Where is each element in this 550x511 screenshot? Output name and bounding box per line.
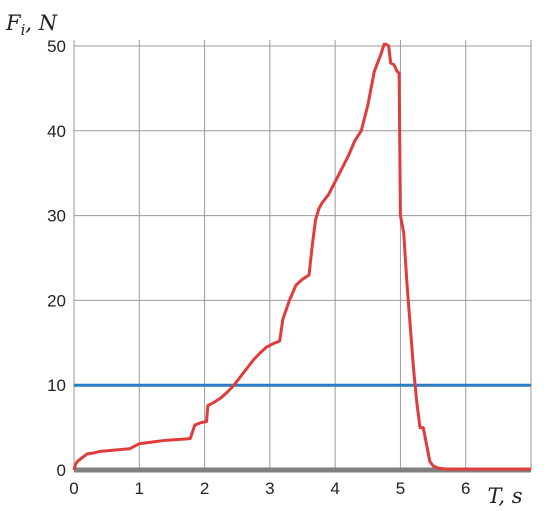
y-tick-label: 10: [47, 376, 66, 395]
x-axis-title: T, s: [487, 484, 522, 508]
x-tick-label: 6: [461, 479, 470, 498]
x-tick-label: 5: [396, 479, 405, 498]
y-tick-label: 0: [57, 461, 66, 480]
x-tick-label: 1: [135, 479, 144, 498]
y-axis-title: Fi, N: [5, 11, 58, 39]
tick-labels: 0 1 2 3 4 5 6 0 10 20 30 40 50: [47, 37, 470, 498]
x-tick-label: 2: [200, 479, 209, 498]
y-tick-label: 30: [47, 207, 66, 226]
x-tick-label: 0: [69, 479, 78, 498]
y-tick-label: 50: [47, 37, 66, 56]
grid-lines: [73, 40, 532, 470]
x-tick-label: 3: [265, 479, 274, 498]
x-tick-label: 4: [330, 479, 339, 498]
y-tick-label: 20: [47, 291, 66, 310]
series-layer: [72, 42, 531, 473]
y-tick-label: 40: [47, 122, 66, 141]
series-force-curve: [72, 42, 531, 471]
